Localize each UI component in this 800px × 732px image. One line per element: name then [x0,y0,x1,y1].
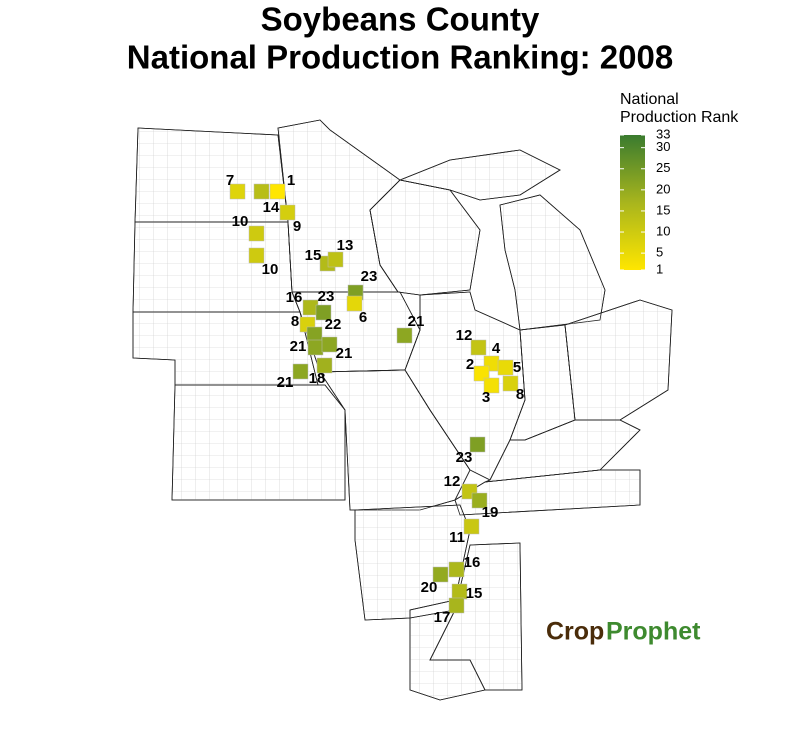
rank-label: 15 [466,585,483,602]
logo-crop: Crop [546,618,604,646]
logo-prophet: Prophet [606,618,701,646]
county [432,566,449,583]
rank-label: 16 [464,554,481,571]
legend-tick-label: 1 [656,261,663,276]
county [292,363,309,380]
county [502,375,519,392]
county-grid [354,504,471,621]
county [307,339,324,356]
county-grid [499,194,606,331]
county [497,359,514,376]
rank-label: 10 [232,213,249,230]
rank-label: 1 [287,172,295,189]
rank-label: 8 [291,313,299,330]
county [315,304,332,321]
title-line: National Production Ranking: 2008 [127,39,673,76]
rank-label: 21 [336,345,353,362]
county [483,377,500,394]
county [316,357,333,374]
rank-label: 15 [305,247,322,264]
county [473,365,490,382]
rank-label: 17 [434,609,451,626]
county [253,183,270,200]
county [471,492,488,509]
county [248,225,265,242]
rank-label: 6 [359,309,367,326]
county [396,327,413,344]
rank-label: 23 [456,449,473,466]
rank-label: 12 [456,327,473,344]
county [470,339,487,356]
rank-label: 8 [516,386,524,403]
rank-label: 2 [466,356,474,373]
rank-label: 14 [263,199,280,216]
legend-tick-label: 15 [656,202,670,217]
rank-label: 21 [408,313,425,330]
legend-tick-label: 33 [656,126,670,141]
county-grid [398,149,561,201]
states [132,119,673,701]
legend-tick-label: 25 [656,160,670,175]
rank-label: 18 [309,370,326,387]
colorbar [620,135,645,270]
county [321,336,338,353]
rank-label: 23 [318,288,335,305]
county [327,251,344,268]
rank-label: 21 [290,338,307,355]
rank-label: 5 [513,359,521,376]
county [248,247,265,264]
legend-tick-label: 5 [656,245,663,260]
legend-title: Production Rank [620,109,739,126]
rank-label: 11 [449,529,465,546]
legend-tick-label: 20 [656,181,670,196]
rank-label: 13 [337,237,354,254]
rank-label: 10 [262,261,279,278]
county [448,597,465,614]
county [279,204,296,221]
rank-label: 19 [482,504,499,521]
legend-tick-label: 30 [656,139,670,154]
rank-label: 16 [286,289,303,306]
rank-label: 22 [325,316,342,333]
county [469,436,486,453]
rank-label: 12 [444,473,461,490]
rank-label: 20 [421,579,438,596]
legend-title: National [620,91,679,108]
county [269,183,286,200]
county [229,183,246,200]
county-grid [171,384,346,501]
rank-label: 3 [482,389,490,406]
rank-label: 9 [293,218,301,235]
rank-label: 4 [492,340,501,357]
county-grid [409,609,486,701]
rank-label: 21 [277,374,294,391]
legend-tick-label: 10 [656,223,670,238]
rank-label: 7 [226,172,234,189]
title-line: Soybeans County [261,1,540,38]
county [463,518,480,535]
county [448,561,465,578]
county [346,295,363,312]
rank-label: 23 [361,268,378,285]
